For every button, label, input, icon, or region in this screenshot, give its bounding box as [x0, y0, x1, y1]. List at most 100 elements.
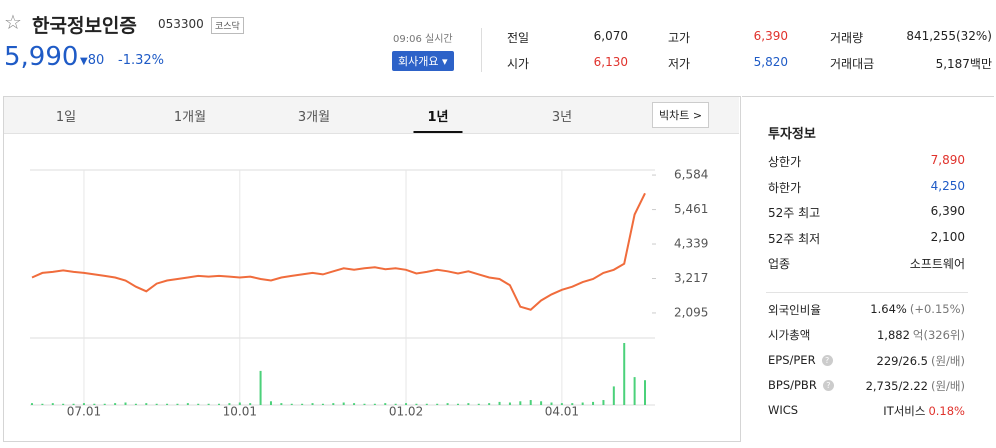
help-icon[interactable]: ?: [822, 379, 834, 391]
invest-value: 소프트웨어: [909, 257, 965, 271]
volume-bar: [280, 403, 283, 405]
invest-label: 업종: [768, 257, 791, 271]
change-value: 80: [87, 53, 105, 68]
volume-bar: [467, 403, 470, 405]
y-tick-label: 4,339: [674, 237, 708, 251]
big-chart-label: 빅차트: [659, 109, 690, 122]
label-text: 외국인비율: [768, 303, 821, 317]
invest-label: 52주 최저: [768, 231, 821, 246]
volume-bar: [249, 403, 252, 405]
divider: [481, 28, 482, 72]
volume-bar: [290, 403, 293, 405]
volume-bar: [145, 403, 148, 405]
invest-label: WICS: [768, 403, 798, 417]
tab[interactable]: 3년: [551, 110, 573, 125]
volume-bar: [633, 377, 636, 405]
volume-bar: [550, 402, 553, 405]
value-main: 2,735/2.22: [865, 378, 928, 393]
label-text: BPS/PBR: [768, 377, 817, 392]
volume-bar: [446, 403, 449, 405]
company-button-label: 회사개요: [398, 55, 439, 68]
volume-bar: [103, 403, 106, 405]
volume-bar: [488, 403, 491, 405]
volume-bar: [373, 403, 376, 405]
y-tick-label: 3,217: [674, 271, 708, 285]
volume-bar: [186, 403, 189, 405]
volume-bar: [301, 403, 304, 405]
volume-bar: [166, 403, 169, 405]
volume-bar: [508, 402, 511, 405]
label-text: WICS: [768, 403, 799, 418]
tab[interactable]: 1개월: [173, 110, 207, 125]
help-icon[interactable]: ?: [821, 354, 833, 366]
stat-label: 거래대금: [830, 57, 875, 71]
volume-bar: [114, 403, 117, 405]
invest-value: 7,890: [930, 153, 965, 167]
volume-bar: [415, 403, 418, 405]
tab[interactable]: 1일: [55, 110, 77, 125]
x-tick-label: 10.01: [223, 405, 257, 419]
value-main: 1.64%: [870, 302, 907, 316]
price: 5,990: [4, 42, 79, 72]
stat-label: 전일: [507, 31, 530, 45]
chart-panel: [3, 96, 741, 442]
y-tick-label: 6,584: [674, 168, 708, 182]
invest-label: 상한가: [768, 155, 802, 169]
invest-label: EPS/PER?: [768, 353, 833, 367]
volume-bar: [124, 402, 127, 405]
invest-value: 1,882 억(326위): [815, 327, 965, 343]
x-tick-label: 01.02: [389, 405, 423, 419]
divider: [766, 292, 968, 293]
volume-bar: [155, 403, 158, 405]
volume-bar: [560, 403, 563, 405]
volume-bar: [623, 343, 626, 405]
tab[interactable]: 3개월: [297, 110, 331, 125]
y-tick-label: 2,095: [674, 305, 708, 319]
volume-bar: [207, 403, 210, 405]
invest-value: 4,250: [930, 178, 965, 193]
volume-bar: [612, 386, 615, 405]
value-sub: 억(326위): [912, 328, 965, 343]
stat-value: 6,070: [593, 29, 628, 43]
invest-title: 투자정보: [768, 127, 816, 142]
volume-bar: [332, 403, 335, 405]
volume-bar: [321, 403, 324, 405]
volume-bar: [529, 400, 532, 405]
stat-label: 고가: [668, 31, 691, 45]
volume-bar: [218, 403, 221, 405]
company-button[interactable]: 회사개요 ▾: [392, 51, 454, 71]
stat-label: 시가: [507, 57, 530, 71]
volume-bar: [197, 403, 200, 405]
tab[interactable]: 1년: [413, 106, 463, 133]
invest-label: 외국인비율: [768, 302, 821, 318]
stock-name: 한국정보인증: [32, 15, 137, 37]
volume-bar: [353, 403, 356, 405]
volume-bar: [238, 402, 241, 405]
volume-bar: [269, 401, 272, 405]
big-chart-button[interactable]: 빅차트 >: [652, 102, 710, 128]
invest-value: 2,735/2.22 (원/배): [815, 378, 965, 394]
x-tick-label: 04.01: [545, 405, 579, 419]
volume-bar: [228, 403, 231, 405]
volume-bar: [384, 403, 387, 405]
invest-value: 229/26.5 (원/배): [815, 353, 965, 369]
value-sub: (원/배): [930, 378, 965, 393]
invest-label: 하한가: [768, 180, 802, 195]
invest-value: 2,100: [930, 229, 965, 244]
favorite-star[interactable]: ☆: [4, 10, 22, 34]
change: ▼80: [80, 53, 105, 68]
volume-bar: [405, 403, 408, 405]
tab-bar: [4, 97, 739, 134]
invest-value: 6,390: [930, 204, 965, 218]
value-sub: 0.18%: [928, 404, 965, 419]
volume-bar: [31, 403, 33, 405]
stat-label: 저가: [668, 57, 691, 71]
volume-bar: [363, 403, 366, 405]
label-text: 시가총액: [768, 328, 811, 343]
invest-value: 1.64% (+0.15%): [815, 302, 965, 316]
value-main: 229/26.5: [876, 353, 928, 368]
invest-label: 시가총액: [768, 327, 810, 343]
volume-bar: [62, 403, 65, 405]
